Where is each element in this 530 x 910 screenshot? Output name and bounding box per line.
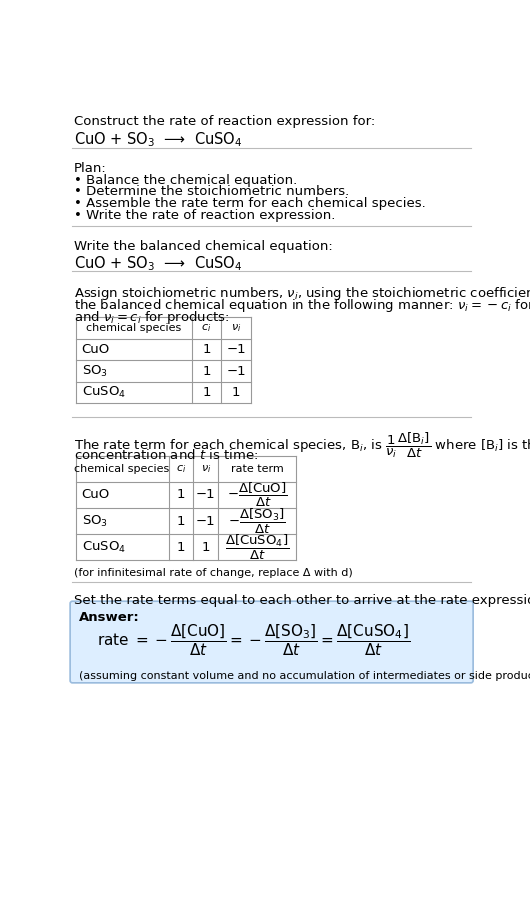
Text: −1: −1 xyxy=(226,365,246,378)
Text: $-\dfrac{\Delta[\mathrm{SO}_3]}{\Delta t}$: $-\dfrac{\Delta[\mathrm{SO}_3]}{\Delta t… xyxy=(228,507,286,536)
Text: and $\nu_i = c_i$ for products:: and $\nu_i = c_i$ for products: xyxy=(74,309,229,327)
Text: 1: 1 xyxy=(176,489,185,501)
Text: chemical species: chemical species xyxy=(74,464,170,474)
Text: • Balance the chemical equation.: • Balance the chemical equation. xyxy=(74,174,297,187)
Text: CuO: CuO xyxy=(82,489,110,501)
Text: CuSO$_4$: CuSO$_4$ xyxy=(82,540,126,555)
Text: chemical species: chemical species xyxy=(86,323,181,333)
Text: • Determine the stoichiometric numbers.: • Determine the stoichiometric numbers. xyxy=(74,186,349,198)
Text: $-\dfrac{\Delta[\mathrm{CuO}]}{\Delta t}$: $-\dfrac{\Delta[\mathrm{CuO}]}{\Delta t}… xyxy=(227,480,287,509)
Text: CuSO$_4$: CuSO$_4$ xyxy=(82,385,126,400)
Text: $\nu_i$: $\nu_i$ xyxy=(200,463,211,475)
Text: rate term: rate term xyxy=(231,464,283,474)
Text: 1: 1 xyxy=(176,515,185,528)
Text: 1: 1 xyxy=(202,343,211,356)
Text: SO$_3$: SO$_3$ xyxy=(82,513,108,529)
Text: CuO + SO$_3$  ⟶  CuSO$_4$: CuO + SO$_3$ ⟶ CuSO$_4$ xyxy=(74,254,242,273)
Text: 1: 1 xyxy=(202,365,211,378)
Text: 1: 1 xyxy=(201,541,210,554)
Text: rate $= -\dfrac{\Delta[\mathrm{CuO}]}{\Delta t} = -\dfrac{\Delta[\mathrm{SO_3}]}: rate $= -\dfrac{\Delta[\mathrm{CuO}]}{\D… xyxy=(97,622,410,659)
Text: concentration and $t$ is time:: concentration and $t$ is time: xyxy=(74,448,258,462)
Text: 1: 1 xyxy=(232,386,240,399)
Text: Answer:: Answer: xyxy=(78,612,139,624)
Text: −1: −1 xyxy=(226,343,246,356)
FancyBboxPatch shape xyxy=(70,602,473,682)
Text: Plan:: Plan: xyxy=(74,162,107,175)
Text: Write the balanced chemical equation:: Write the balanced chemical equation: xyxy=(74,240,333,253)
Text: Construct the rate of reaction expression for:: Construct the rate of reaction expressio… xyxy=(74,116,375,128)
Text: The rate term for each chemical species, B$_i$, is $\dfrac{1}{\nu_i}\dfrac{\Delt: The rate term for each chemical species,… xyxy=(74,431,530,460)
Text: the balanced chemical equation in the following manner: $\nu_i = -c_i$ for react: the balanced chemical equation in the fo… xyxy=(74,297,530,314)
Text: 1: 1 xyxy=(176,541,185,554)
Text: $c_i$: $c_i$ xyxy=(176,463,186,475)
Text: • Write the rate of reaction expression.: • Write the rate of reaction expression. xyxy=(74,208,335,221)
Text: −1: −1 xyxy=(196,489,216,501)
Text: −1: −1 xyxy=(196,515,216,528)
Text: $\dfrac{\Delta[\mathrm{CuSO}_4]}{\Delta t}$: $\dfrac{\Delta[\mathrm{CuSO}_4]}{\Delta … xyxy=(225,532,289,562)
Text: Assign stoichiometric numbers, $\nu_i$, using the stoichiometric coefficients, $: Assign stoichiometric numbers, $\nu_i$, … xyxy=(74,285,530,302)
Text: CuO: CuO xyxy=(82,343,110,356)
Text: • Assemble the rate term for each chemical species.: • Assemble the rate term for each chemic… xyxy=(74,197,426,210)
Text: CuO + SO$_3$  ⟶  CuSO$_4$: CuO + SO$_3$ ⟶ CuSO$_4$ xyxy=(74,131,242,149)
Text: (assuming constant volume and no accumulation of intermediates or side products): (assuming constant volume and no accumul… xyxy=(78,672,530,682)
Text: $c_i$: $c_i$ xyxy=(201,322,211,334)
Text: SO$_3$: SO$_3$ xyxy=(82,363,108,379)
Text: 1: 1 xyxy=(202,386,211,399)
Text: Set the rate terms equal to each other to arrive at the rate expression:: Set the rate terms equal to each other t… xyxy=(74,594,530,607)
Text: (for infinitesimal rate of change, replace Δ with d): (for infinitesimal rate of change, repla… xyxy=(74,568,353,578)
Text: $\nu_i$: $\nu_i$ xyxy=(231,322,241,334)
